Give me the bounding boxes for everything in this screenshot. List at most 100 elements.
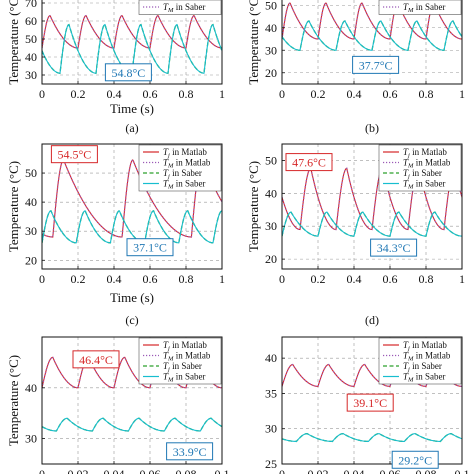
panel-label: (b) [365,121,379,135]
legend: TM in Saber [378,0,462,15]
legend-entry: Tj in Matlab [163,147,207,159]
panel-label: (d) [365,313,379,327]
x-tick-label: 0.04 [104,467,125,474]
x-tick-label: 0.1 [215,467,230,474]
svg-text:47.6°C: 47.6°C [292,156,326,170]
chart-panel-2: 0 0.2 0.4 0.6 0.8 1 20 30 40 50 Temperature (°C) (b… [246,0,465,135]
svg-text:37.1°C: 37.1°C [133,241,167,255]
legend-entry: Tj in Saber [403,361,442,373]
y-tick-label: 20 [25,253,37,267]
legend-entry: Tj in Saber [163,361,202,373]
x-tick-label: 1 [219,87,225,101]
y-axis-label: Temperature (°C) [246,161,261,252]
legend-entry: Tj in Matlab [163,340,207,352]
x-tick-label: 0.8 [179,272,194,286]
legend-entry: TM in Matlab [163,158,211,170]
y-tick-label: 50 [265,0,277,12]
y-tick-label: 30 [265,422,277,436]
x-tick-label: 1 [459,272,465,286]
x-tick-label: 0 [39,87,45,101]
x-tick-label: 0 [279,272,285,286]
legend-entry: TM in Saber [403,2,445,14]
series-line-diode-4 [282,20,462,51]
x-tick-label: 0.4 [107,272,122,286]
y-axis-label: Temperature (°C) [6,161,21,252]
chart-panel-6: 0 0.02 0.04 0.06 0.08 0.1 25 30 35 40 Tj in Matlab… [265,336,470,474]
value-annotation: 54.8°C [104,63,152,82]
plot-frame [281,336,463,465]
x-tick-label: 0.6 [143,272,158,286]
y-tick-label: 50 [25,166,37,180]
y-tick-label: 40 [25,195,37,209]
y-tick-label: 25 [265,457,277,471]
value-annotation: 33.9°C [166,442,214,461]
y-tick-label: 40 [25,381,37,395]
chart-panel-3: 0 0.2 0.4 0.6 0.8 1 20 30 40 50 Time (s) Temperatur… [6,143,225,327]
legend: TM in Saber [138,0,222,15]
x-tick-label: 0.6 [383,272,398,286]
y-tick-label: 30 [265,43,277,57]
x-tick-label: 0.06 [140,467,161,474]
plot-frame [41,143,223,270]
svg-text:54.5°C: 54.5°C [57,148,91,162]
y-tick-label: 30 [25,224,37,238]
y-tick-label: 70 [25,0,37,10]
x-tick-label: 0.08 [176,467,197,474]
x-tick-label: 0.4 [107,87,122,101]
y-axis-label: Temperature (°C) [6,355,21,446]
chart-panel-5: 0 0.02 0.04 0.06 0.08 0.1 30 40 Temperature (°C)… [6,336,230,474]
y-tick-label: 20 [265,252,277,266]
value-annotation: 47.6°C [285,153,333,172]
y-tick-label: 30 [25,432,37,446]
x-tick-label: 0 [279,87,285,101]
svg-text:39.1°C: 39.1°C [353,396,387,410]
x-tick-label: 0.8 [179,87,194,101]
svg-text:34.3°C: 34.3°C [377,241,411,255]
svg-text:54.8°C: 54.8°C [111,66,145,80]
plot-frame [281,0,463,85]
x-tick-label: 0 [39,467,45,474]
legend-entry: TM in Matlab [403,158,451,170]
x-tick-label: 0.8 [419,272,434,286]
series-line-chip-2 [42,159,222,238]
x-tick-label: 0.2 [311,272,326,286]
x-axis-label: Time (s) [110,101,154,116]
legend-entry: TM in Saber [403,179,445,191]
legend-entry: TM in Saber [403,372,445,384]
x-tick-label: 0.2 [71,87,86,101]
plot-frame [281,143,463,270]
legend-entry: TM in Matlab [163,351,211,363]
legend-entry: Tj in Saber [403,168,442,180]
legend-entry: TM in Matlab [403,351,451,363]
value-annotation: 54.5°C [50,145,98,164]
chart-panel-1: 0 0.2 0.4 0.6 0.8 1 30 40 50 60 70 Time (s) Temperat… [6,0,225,135]
svg-text:37.7°C: 37.7°C [359,58,393,72]
svg-text:46.4°C: 46.4°C [79,353,113,367]
x-tick-label: 0.1 [455,467,470,474]
x-tick-label: 0.4 [347,272,362,286]
x-tick-label: 0.4 [347,87,362,101]
x-tick-label: 0.08 [416,467,437,474]
series-line-diode-4 [282,211,462,237]
x-tick-label: 0.6 [143,87,158,101]
panel-label: (a) [125,121,138,135]
y-tick-label: 40 [265,351,277,365]
x-tick-label: 1 [219,272,225,286]
x-tick-label: 0 [279,467,285,474]
x-tick-label: 0.2 [311,87,326,101]
x-tick-label: 0.04 [344,467,365,474]
y-tick-label: 40 [25,50,37,64]
x-tick-label: 0.02 [308,467,329,474]
value-annotation: 37.1°C [126,238,174,257]
x-tick-label: 0.02 [68,467,89,474]
value-annotation: 37.7°C [352,55,400,74]
y-tick-label: 50 [265,153,277,167]
series-line-chip-1 [42,14,222,49]
series-line-diode-4 [42,417,222,432]
x-tick-label: 0.2 [71,272,86,286]
value-annotation: 46.4°C [72,350,120,369]
chart-panel-4: 0 0.2 0.4 0.6 0.8 1 20 30 40 50 Temperature (°C) (d… [246,143,465,327]
panel-label: (c) [125,313,138,327]
